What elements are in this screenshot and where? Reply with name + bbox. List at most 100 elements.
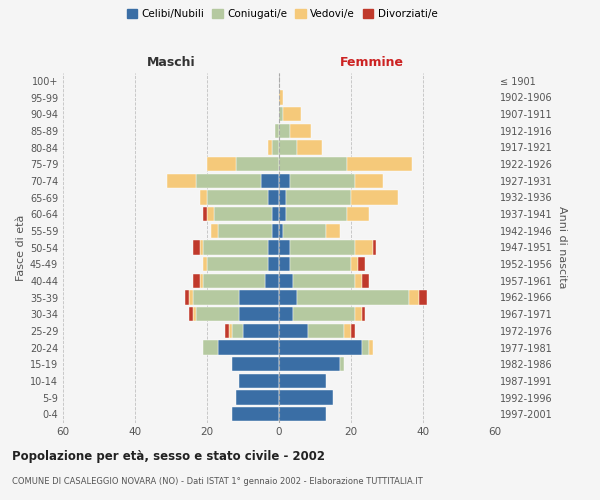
Legend: Celibi/Nubili, Coniugati/e, Vedovi/e, Divorziati/e: Celibi/Nubili, Coniugati/e, Vedovi/e, Di… — [122, 5, 442, 24]
Bar — [218, 340, 279, 354]
Bar — [290, 174, 355, 188]
Bar — [279, 257, 290, 271]
Bar — [200, 190, 207, 204]
Bar — [355, 274, 362, 288]
Bar — [203, 274, 265, 288]
Bar — [211, 224, 218, 238]
Bar — [283, 107, 301, 121]
Bar — [279, 90, 283, 104]
Bar — [275, 124, 279, 138]
Bar — [355, 307, 362, 322]
Bar — [419, 290, 427, 304]
Bar — [279, 207, 286, 221]
Text: COMUNE DI CASALEGGIO NOVARA (NO) - Dati ISTAT 1° gennaio 2002 - Elaborazione TUT: COMUNE DI CASALEGGIO NOVARA (NO) - Dati … — [12, 478, 423, 486]
Bar — [218, 224, 272, 238]
Bar — [286, 190, 351, 204]
Bar — [279, 224, 283, 238]
Bar — [279, 307, 293, 322]
Bar — [290, 240, 355, 254]
Bar — [279, 290, 297, 304]
Bar — [268, 190, 279, 204]
Bar — [268, 140, 272, 154]
Bar — [362, 307, 365, 322]
Bar — [279, 324, 308, 338]
Bar — [236, 390, 279, 404]
Y-axis label: Fasce di età: Fasce di età — [16, 214, 26, 280]
Bar — [239, 374, 279, 388]
Y-axis label: Anni di nascita: Anni di nascita — [557, 206, 566, 288]
Bar — [355, 174, 383, 188]
Bar — [196, 307, 239, 322]
Bar — [193, 240, 200, 254]
Bar — [268, 257, 279, 271]
Bar — [236, 157, 279, 171]
Bar — [243, 324, 279, 338]
Text: Femmine: Femmine — [340, 56, 404, 69]
Bar — [290, 257, 351, 271]
Bar — [297, 290, 409, 304]
Bar — [167, 174, 196, 188]
Bar — [239, 290, 279, 304]
Bar — [229, 324, 232, 338]
Bar — [200, 274, 203, 288]
Bar — [279, 174, 290, 188]
Bar — [207, 257, 268, 271]
Bar — [189, 290, 193, 304]
Bar — [279, 157, 347, 171]
Bar — [272, 207, 279, 221]
Bar — [344, 324, 351, 338]
Bar — [193, 274, 200, 288]
Bar — [203, 207, 207, 221]
Bar — [351, 190, 398, 204]
Bar — [203, 257, 207, 271]
Bar — [279, 340, 362, 354]
Bar — [297, 140, 322, 154]
Bar — [409, 290, 419, 304]
Bar — [272, 140, 279, 154]
Bar — [232, 357, 279, 371]
Text: Maschi: Maschi — [146, 56, 196, 69]
Bar — [369, 340, 373, 354]
Bar — [225, 324, 229, 338]
Bar — [347, 157, 412, 171]
Bar — [279, 140, 297, 154]
Bar — [308, 324, 344, 338]
Bar — [272, 224, 279, 238]
Bar — [347, 207, 369, 221]
Bar — [326, 224, 340, 238]
Bar — [279, 374, 326, 388]
Bar — [279, 190, 286, 204]
Bar — [200, 240, 203, 254]
Bar — [185, 290, 189, 304]
Bar — [286, 207, 347, 221]
Bar — [207, 207, 214, 221]
Bar — [279, 240, 290, 254]
Bar — [283, 224, 326, 238]
Bar — [203, 240, 268, 254]
Bar — [279, 390, 333, 404]
Bar — [279, 407, 326, 421]
Bar — [203, 340, 218, 354]
Bar — [239, 307, 279, 322]
Bar — [279, 107, 283, 121]
Bar — [232, 407, 279, 421]
Bar — [279, 124, 290, 138]
Bar — [358, 257, 365, 271]
Bar — [268, 240, 279, 254]
Bar — [362, 274, 369, 288]
Bar — [207, 157, 236, 171]
Bar — [373, 240, 376, 254]
Bar — [279, 357, 340, 371]
Bar — [362, 340, 369, 354]
Text: Popolazione per età, sesso e stato civile - 2002: Popolazione per età, sesso e stato civil… — [12, 450, 325, 463]
Bar — [279, 274, 293, 288]
Bar — [193, 307, 196, 322]
Bar — [214, 207, 272, 221]
Bar — [261, 174, 279, 188]
Bar — [196, 174, 261, 188]
Bar — [189, 307, 193, 322]
Bar — [193, 290, 239, 304]
Bar — [207, 190, 268, 204]
Bar — [265, 274, 279, 288]
Bar — [293, 307, 355, 322]
